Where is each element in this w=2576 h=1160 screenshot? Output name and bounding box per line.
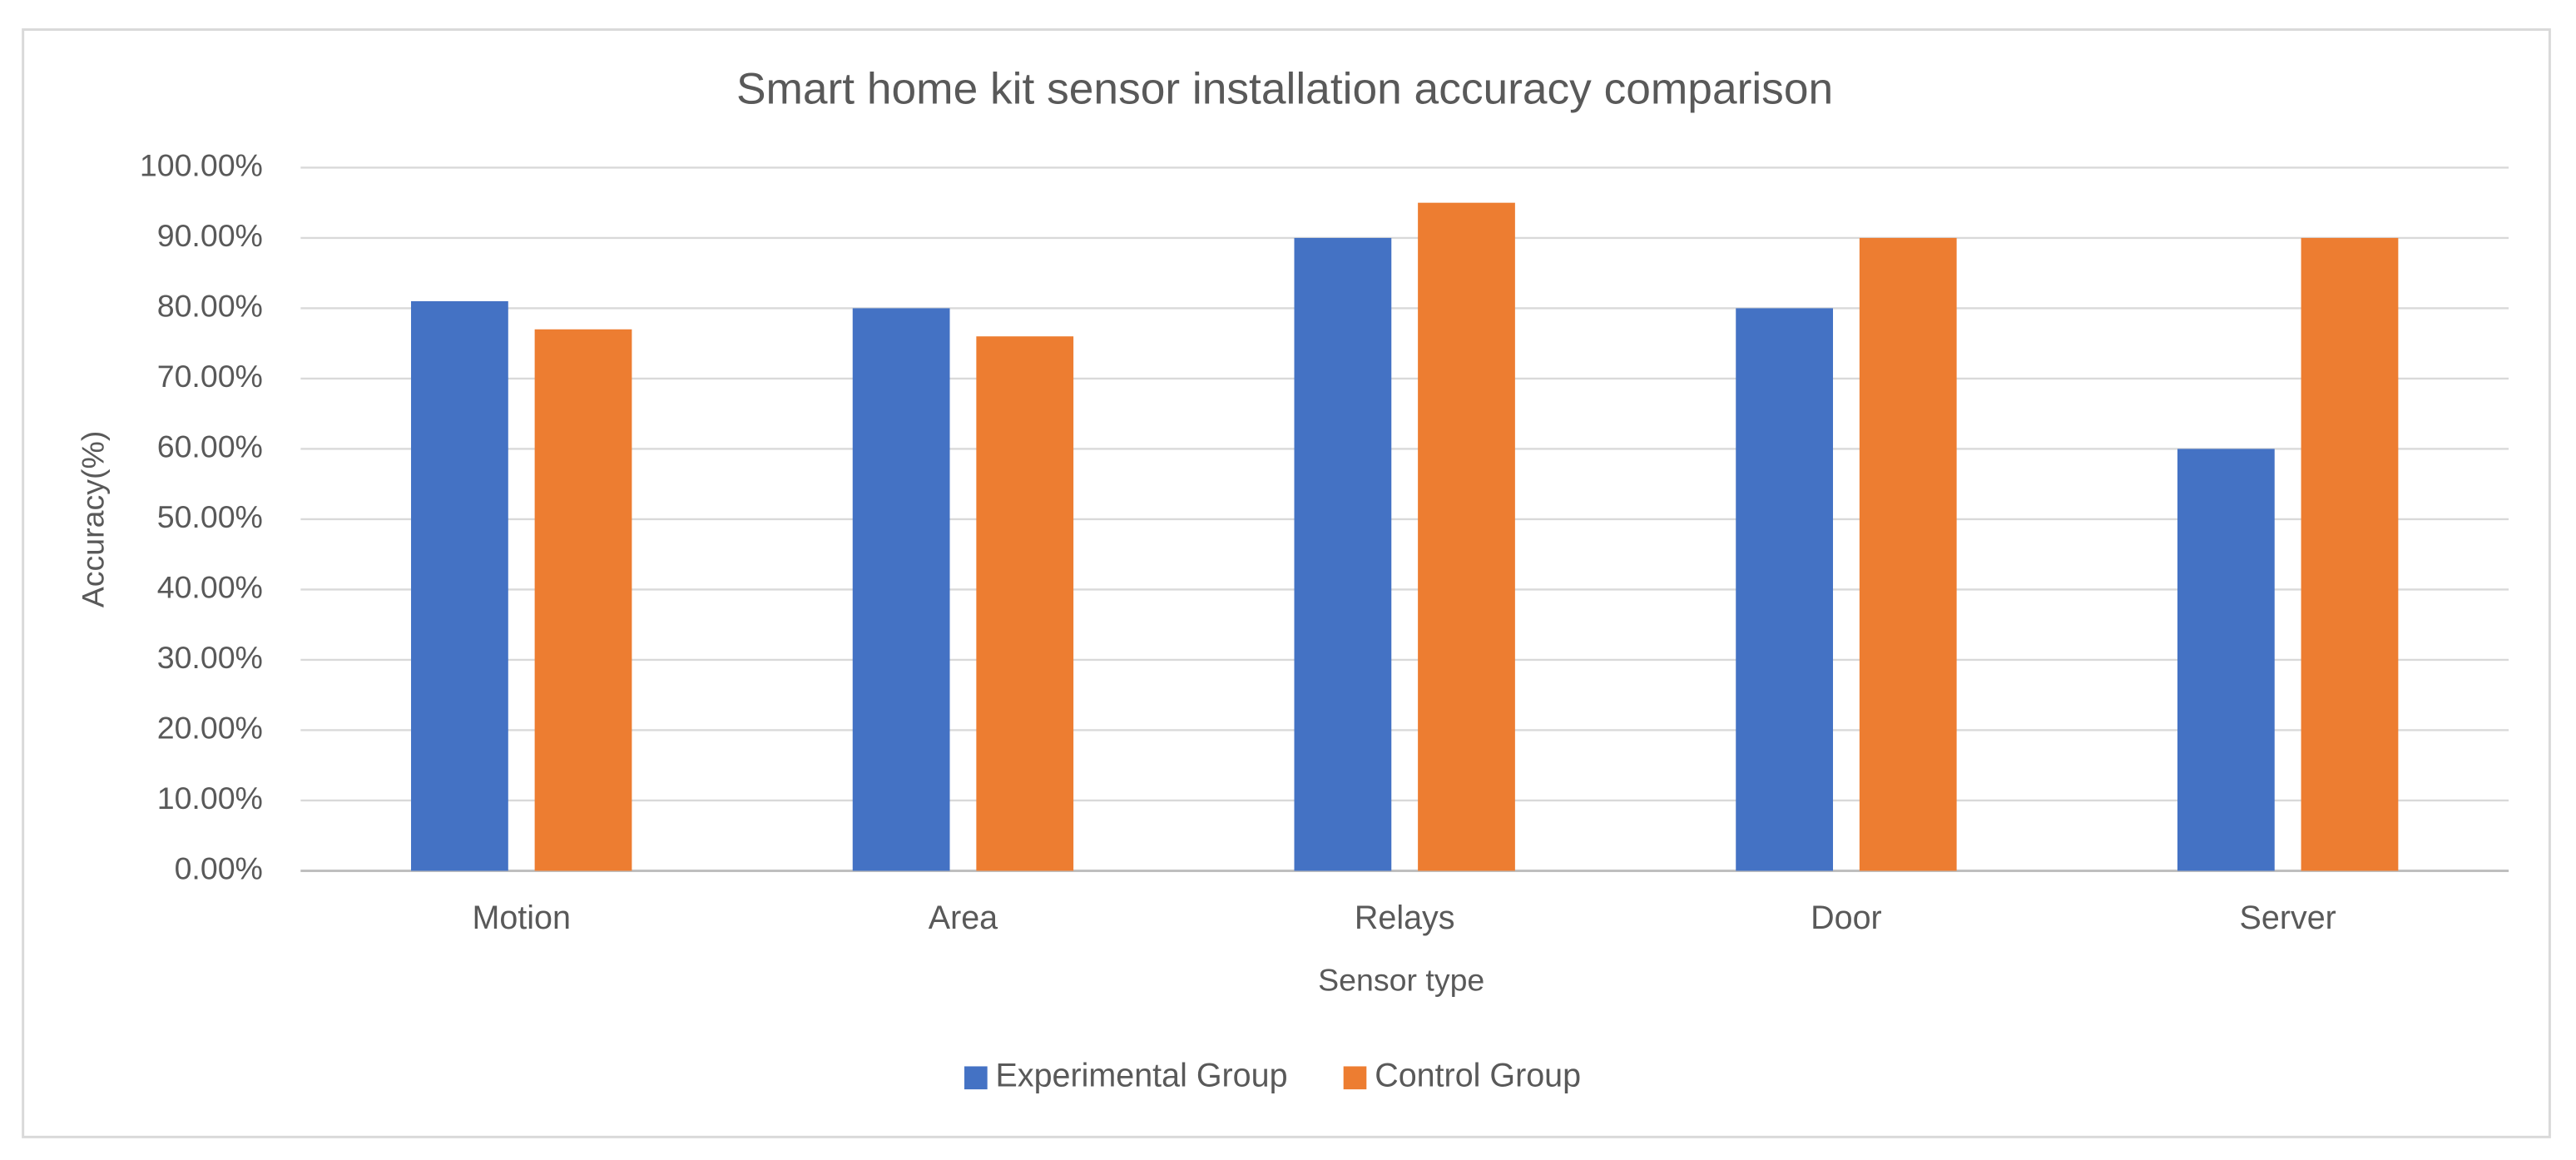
y-tick-label: 90.00%: [157, 218, 263, 253]
y-tick-label: 40.00%: [157, 569, 263, 604]
legend-swatch: [1343, 1066, 1367, 1090]
bar: [1859, 237, 1957, 871]
x-tick-label: Area: [929, 900, 998, 936]
legend-label: Control Group: [1375, 1058, 1581, 1094]
bar: [2177, 449, 2275, 871]
bar: [1294, 237, 1392, 871]
bar: [1418, 202, 1515, 871]
bar: [2301, 237, 2399, 871]
x-tick-label: Door: [1811, 900, 1882, 936]
bar: [1736, 308, 1834, 871]
y-tick-label: 30.00%: [157, 640, 263, 675]
y-tick-label: 100.00%: [140, 147, 263, 182]
bar: [852, 308, 950, 871]
x-axis-title: Sensor type: [1318, 963, 1484, 998]
x-tick-label: Motion: [472, 900, 570, 936]
y-tick-label: 50.00%: [157, 499, 263, 534]
y-tick-label: 0.00%: [175, 850, 263, 885]
y-tick-label: 70.00%: [157, 359, 263, 394]
y-axis-title: Accuracy(%): [75, 431, 110, 608]
legend-label: Experimental Group: [996, 1058, 1288, 1094]
bar: [534, 329, 632, 871]
y-tick-label: 60.00%: [157, 429, 263, 464]
y-tick-label: 10.00%: [157, 781, 263, 815]
x-tick-label: Server: [2240, 900, 2336, 936]
y-tick-label: 80.00%: [157, 288, 263, 323]
bar: [976, 336, 1074, 871]
bar: [411, 300, 508, 871]
x-tick-label: Relays: [1355, 900, 1455, 936]
y-tick-label: 20.00%: [157, 710, 263, 745]
chart-border: [22, 28, 2551, 1138]
legend-swatch: [964, 1066, 988, 1090]
chart-title: Smart home kit sensor installation accur…: [736, 65, 1833, 114]
